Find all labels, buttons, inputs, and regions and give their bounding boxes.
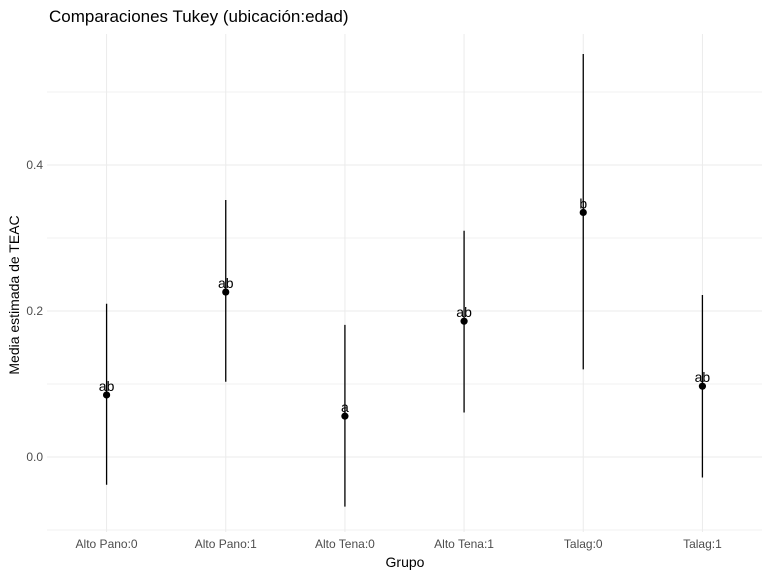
group-letter-label: ab — [695, 369, 711, 385]
x-tick-label: Talag:1 — [683, 537, 722, 551]
mean-point — [460, 317, 468, 325]
x-tick-label: Alto Pano:1 — [195, 537, 257, 551]
group-letter-label: ab — [456, 304, 472, 320]
x-tick-label: Alto Tena:0 — [315, 537, 375, 551]
group-letter-label: ab — [218, 275, 234, 291]
x-tick-label: Alto Tena:1 — [434, 537, 494, 551]
marks — [102, 54, 707, 507]
mean-point — [341, 412, 349, 420]
mean-point — [222, 288, 230, 296]
y-tick-label: 0.4 — [26, 158, 43, 172]
y-tick-label: 0.0 — [26, 450, 43, 464]
x-tick-label: Talag:0 — [564, 537, 603, 551]
x-tick-label: Alto Pano:0 — [76, 537, 138, 551]
mean-point — [102, 391, 111, 399]
mean-point — [698, 382, 707, 390]
group-letter-label: a — [341, 399, 349, 415]
y-axis-title: Media estimada de TEAC — [6, 215, 22, 374]
x-axis-title: Grupo — [386, 554, 425, 570]
group-letter-label: ab — [99, 378, 115, 394]
group-letter-label: b — [579, 195, 587, 211]
mean-point — [579, 208, 587, 217]
y-tick-label: 0.2 — [26, 304, 43, 318]
chart-title: Comparaciones Tukey (ubicación:edad) — [49, 7, 349, 26]
labels: 0.0 0.2 0.4 Alto Pano:0 Alto Pano:1 Alto Tena… — [26, 158, 722, 551]
grid — [47, 34, 762, 532]
